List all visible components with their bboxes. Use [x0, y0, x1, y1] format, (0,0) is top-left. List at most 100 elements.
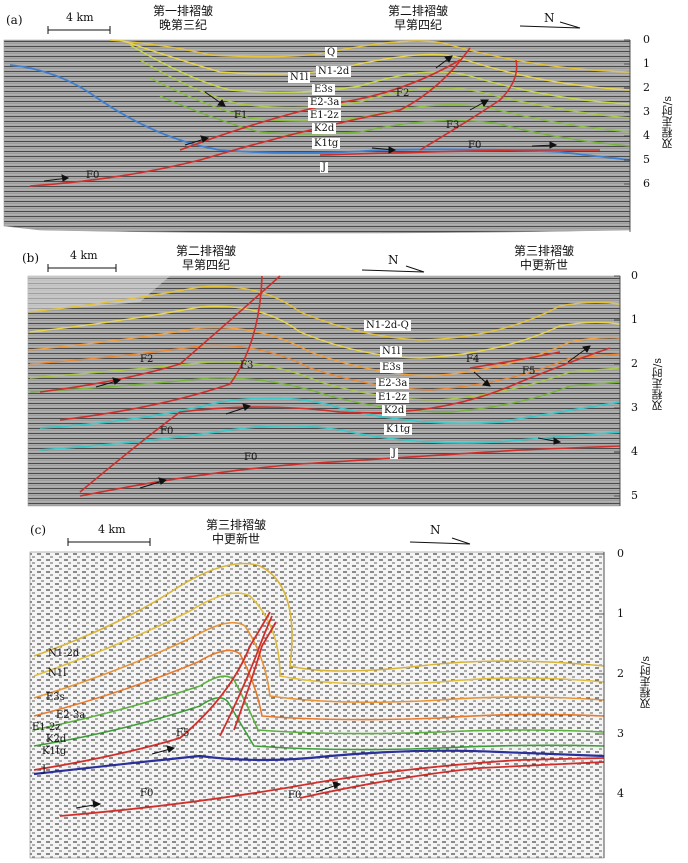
y-tick: 5 [631, 489, 638, 502]
stratum-label: N1-2d-Q [364, 320, 411, 331]
fold-title-right: 第三排褶皱 中更新世 [494, 244, 594, 272]
scale-label: 4 km [66, 11, 94, 24]
stratum-label: K1tg [384, 424, 413, 435]
scale-label: 4 km [98, 523, 126, 536]
panel-c-section [29, 537, 605, 859]
y-tick: 3 [643, 105, 650, 118]
y-tick: 2 [617, 667, 624, 680]
fold-title-line: 第一排褶皱 [152, 4, 213, 18]
y-axis-label: 双程走时/s [639, 656, 652, 710]
north-label: N [430, 523, 441, 537]
fault-label: F0 [86, 170, 100, 181]
fold-title-line: 第二排褶皱 [175, 244, 236, 258]
y-tick: 3 [617, 727, 624, 740]
y-tick: 4 [643, 129, 650, 142]
scale-bar [47, 26, 111, 34]
y-tick: 0 [617, 547, 624, 560]
fault-label: F3 [446, 120, 460, 131]
panel-b-section [27, 264, 621, 507]
scale-bar [47, 264, 117, 272]
fault-label: F2 [396, 88, 410, 99]
stratum-label: K2d [312, 123, 337, 134]
seismic-image [29, 551, 605, 859]
stratum-label: Q [325, 47, 338, 58]
stratum-label: E3s [46, 692, 65, 703]
stratum-label: J [320, 162, 329, 173]
panel-b: (b) 4 km 第二排褶皱 早第四纪 第三排褶皱 中更新世 N N1-2d-Q… [0, 242, 688, 514]
y-tick: 4 [631, 445, 638, 458]
fold-title-age: 中更新世 [519, 258, 568, 272]
y-tick: 1 [617, 607, 624, 620]
panel-letter: (c) [30, 523, 47, 537]
fold-title-left: 第三排褶皱 中更新世 [186, 518, 286, 546]
stratum-label: E1-2z [32, 722, 61, 733]
fold-title-line: 第三排褶皱 [205, 518, 266, 532]
fault-label: F0 [244, 452, 258, 463]
stratum-label: K1tg [312, 138, 341, 149]
stratum-label: K2d [46, 734, 67, 745]
fold-title-left: 第二排褶皱 早第四纪 [156, 244, 256, 272]
fold-title-age: 中更新世 [211, 532, 260, 546]
y-tick: 5 [643, 153, 650, 166]
stratum-label: N1l [48, 668, 67, 679]
fold-title-right: 第二排褶皱 早第四纪 [368, 4, 468, 32]
panel-letter: (b) [22, 251, 40, 265]
y-axis-label: 双程走时/s [651, 358, 664, 412]
fault-label: F0 [288, 790, 302, 801]
stratum-label: N1-2d [48, 648, 80, 659]
panel-a-section [3, 21, 631, 234]
stratum-label: E1-2z [376, 392, 409, 403]
fault-label: F2 [140, 354, 154, 365]
y-tick: 2 [631, 357, 638, 370]
stratum-label: K2d [382, 405, 407, 416]
y-tick: 6 [643, 177, 650, 190]
panel-c: (c) 4 km 第三排褶皱 中更新世 N N1-2d N1l E3s E2-3… [0, 516, 688, 863]
y-tick: 1 [643, 57, 650, 70]
fault-label: F0 [468, 140, 482, 151]
fault-label: F3 [240, 360, 254, 371]
fold-title-age: 早第四纪 [393, 18, 442, 32]
north-arrow [361, 265, 425, 273]
stratum-label: E1-2z [308, 110, 341, 121]
fold-title-line: 第二排褶皱 [387, 4, 448, 18]
panel-letter: (a) [6, 13, 23, 27]
fault-label: F1 [234, 110, 248, 121]
fault-label: F0 [160, 426, 174, 437]
north-label: N [544, 11, 555, 25]
y-tick: 0 [631, 269, 638, 282]
fold-title-age: 晚第三纪 [158, 18, 207, 32]
fault-label: F4 [466, 354, 480, 365]
stratum-label: J [390, 448, 399, 459]
stratum-label: N1-2d [316, 66, 352, 77]
seismic-image [3, 39, 631, 234]
y-tick: 4 [617, 787, 624, 800]
stratum-label: E2-3a [56, 710, 86, 721]
y-tick: 1 [631, 313, 638, 326]
fold-title-line: 第三排褶皱 [513, 244, 574, 258]
scale-label: 4 km [70, 249, 98, 262]
north-arrow [409, 537, 471, 545]
stratum-label: N1l [288, 72, 311, 83]
scale-bar [67, 538, 151, 546]
fault-label: F5 [522, 366, 536, 377]
north-label: N [388, 253, 399, 267]
stratum-label: K1tg [42, 746, 67, 757]
y-tick: 3 [631, 401, 638, 414]
panel-a: (a) 4 km 第一排褶皱 晚第三纪 第二排褶皱 早第四纪 N Q N1-2d… [0, 0, 688, 240]
fold-title-left: 第一排褶皱 晚第三纪 [138, 4, 228, 32]
y-tick: 0 [643, 33, 650, 46]
stratum-label: E2-3a [376, 378, 410, 389]
y-tick: 2 [643, 81, 650, 94]
stratum-label: E2-3a [308, 97, 342, 108]
stratum-label: E3s [312, 84, 335, 95]
y-axis-label: 双程走时/s [661, 96, 674, 150]
north-arrow [519, 21, 581, 29]
seismic-image [27, 275, 621, 507]
fault-label: F0 [140, 788, 154, 799]
stratum-label: E3s [380, 362, 403, 373]
fault-label: F5 [176, 728, 190, 739]
stratum-label: J [42, 764, 47, 775]
fold-title-age: 早第四纪 [181, 258, 230, 272]
stratum-label: N1l [380, 346, 403, 357]
